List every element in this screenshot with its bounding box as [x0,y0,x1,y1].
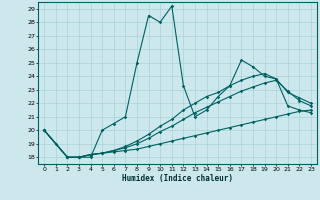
X-axis label: Humidex (Indice chaleur): Humidex (Indice chaleur) [122,174,233,183]
